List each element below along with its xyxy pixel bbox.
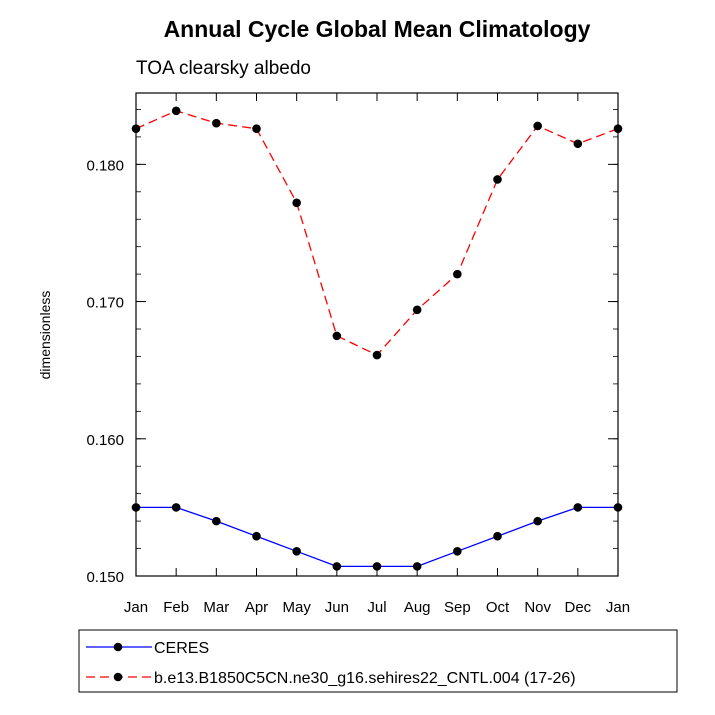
series-2-point [453,269,462,279]
series-1-point [332,562,342,571]
y-tick-label: 0.150 [86,569,124,586]
series-1-point [412,562,422,571]
legend-label: b.e13.B1850C5CN.ne30_g16.sehires22_CNTL.… [154,670,576,687]
x-tick-label: Sep [444,599,471,616]
x-tick-label: Oct [486,599,510,616]
series-line-1 [136,506,618,568]
series-2-point [372,350,382,360]
x-tick-label: Jan [124,599,148,616]
series-1-point [533,516,542,526]
series-1-point [493,531,502,541]
series-2-point [533,121,542,131]
series-2-point [171,106,181,116]
series-1-point [613,503,623,512]
series-2-point [212,118,221,128]
x-tick-label: Jul [367,599,386,616]
y-tick-label: 0.160 [86,432,124,449]
series-1-point [252,531,261,541]
series-1-point [573,503,583,512]
series-1-point [212,516,221,526]
y-tick-label: 0.180 [86,157,124,174]
plot-area: Jan Feb Mar Apr May Jun Jul Aug Sep Oct Nov Dec Jan0… [86,92,630,616]
x-tick-label: Jun [325,599,349,616]
series-1-point [292,547,301,556]
series-1-point [453,547,462,556]
series-2-point [412,305,422,315]
legend-swatch-marker [113,642,123,652]
x-tick-label: Nov [524,599,551,616]
series-2-point [613,124,623,133]
series-1-point [131,503,141,512]
series-2-point [332,331,342,341]
x-tick-label: Apr [245,599,268,616]
x-tick-label: Dec [564,599,591,616]
chart-title: Annual Cycle Global Mean Climatology [164,16,591,42]
series-2-point [493,175,502,184]
chart-subtitle: TOA clearsky albedo [136,58,311,79]
x-tick-label: May [282,599,311,616]
x-tick-label: Aug [404,599,431,616]
series-2-point [252,124,261,133]
plot-frame [135,92,619,577]
legend-swatch-marker [113,672,123,682]
series-2-point [292,198,301,208]
y-tick-label: 0.170 [86,295,124,312]
series-1-point [171,503,181,512]
series-2-point [573,139,583,149]
legend: CERES b.e13.B1850C5CN.ne30_g16.sehires22_… [78,629,678,693]
series-2-point [131,124,141,133]
x-tick-label: Jan [606,599,630,616]
legend-box [78,629,678,693]
series-1-point [372,562,382,571]
legend-label: CERES [154,640,209,657]
x-tick-label: Mar [203,599,229,616]
series-line-2 [135,110,619,356]
x-tick-label: Feb [163,599,189,616]
y-axis-label: dimensionless [37,291,53,380]
